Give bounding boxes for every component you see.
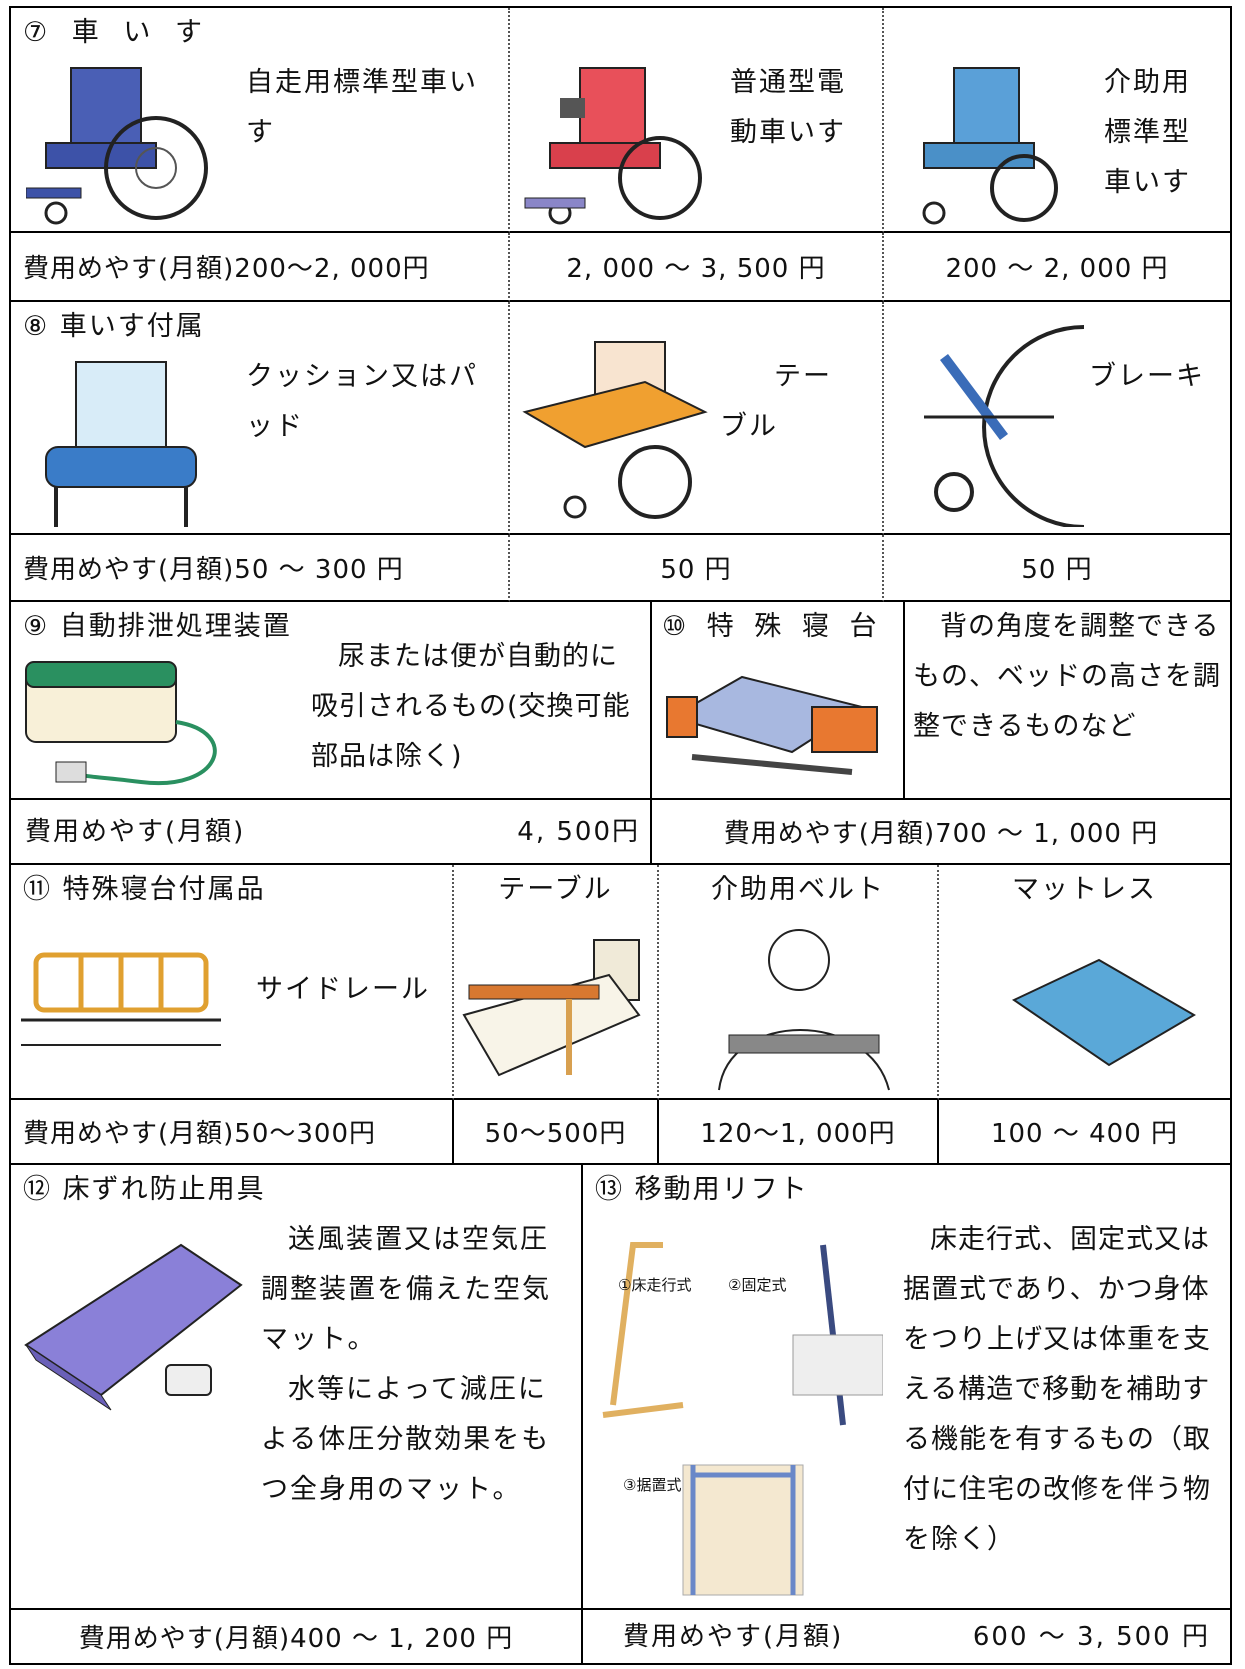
price: 50～500円 bbox=[454, 1100, 659, 1165]
item-name: 介助用ベルト bbox=[711, 874, 885, 905]
image-label: ①床走行式 bbox=[618, 1276, 692, 1294]
item-name: ブレーキ bbox=[1089, 361, 1205, 392]
wheelchair-illustration bbox=[524, 67, 702, 225]
cell: ⑫ 床ずれ防止用具 送風装置又は空気圧調整装置を備えた空気マット。 水等によって… bbox=[11, 1165, 583, 1610]
section-title: ⑩ 特 殊 寝 台 bbox=[662, 611, 883, 642]
item-name: 自走用標準型車いす bbox=[246, 67, 478, 148]
cell: ⑨ 自動排泄処理装置 尿または便が自動的に吸引されるもの(交換可能部品は除く) bbox=[11, 602, 652, 800]
price: 費用めやす(月額)200～2, 000円 bbox=[11, 233, 510, 302]
table-frame bbox=[9, 6, 1232, 1665]
wheelchair-illustration bbox=[922, 67, 1058, 225]
price: 費用めやす(月額)50～300円 bbox=[11, 1100, 454, 1165]
cell: マットレス bbox=[939, 865, 1232, 1100]
cell: 費用めやす(月額) 4, 500円 bbox=[11, 800, 652, 865]
paragraph: 送風装置又は空気圧調整装置を備えた空気マット。 bbox=[261, 1224, 551, 1355]
cell: 費用めやす(月額) 600 ～ 3, 500 円 bbox=[583, 1610, 1232, 1665]
image-label: ②固定式 bbox=[728, 1276, 787, 1294]
section-title: ⑦ 車 い す bbox=[23, 17, 210, 48]
cell: 介助用標準型車いす bbox=[884, 8, 1232, 233]
cushion-illustration bbox=[45, 361, 197, 527]
lift-illustration bbox=[602, 1242, 883, 1596]
item-name: クッション又はパッド bbox=[246, 361, 478, 442]
wheelchair-illustration bbox=[26, 67, 208, 225]
device-illustration bbox=[25, 661, 217, 786]
price: 費用めやす(月額)50 ～ 300 円 bbox=[11, 535, 510, 602]
price-label: 費用めやす(月額) bbox=[25, 817, 246, 847]
price: 4, 500円 bbox=[517, 817, 640, 847]
mattress-illustration bbox=[1011, 958, 1196, 1067]
price: 100 ～ 400 円 bbox=[939, 1100, 1232, 1165]
bed-illustration bbox=[666, 675, 878, 775]
air-mattress-illustration bbox=[24, 1243, 243, 1411]
item-name: テーブル bbox=[720, 361, 832, 442]
paragraph: 水等によって減圧による体圧分散効果をもつ全身用のマット。 bbox=[261, 1374, 551, 1505]
item-name: サイドレール bbox=[256, 974, 430, 1005]
description: 床走行式、固定式又は据置式であり、かつ身体をつり上げ又は体重を支える構造で移動を… bbox=[903, 1224, 1211, 1555]
item-name: 介助用標準型車いす bbox=[1104, 67, 1191, 198]
overbed-table-illustration bbox=[462, 939, 641, 1077]
price: 50 円 bbox=[510, 535, 884, 602]
section-title: ⑬ 移動用リフト bbox=[595, 1174, 809, 1205]
brake-illustration bbox=[924, 325, 1084, 527]
description: 背の角度を調整できるもの、ベッドの高さを調整できるものなど bbox=[913, 611, 1221, 742]
section-title: ⑧ 車いす付属 bbox=[23, 311, 205, 342]
section-title: ⑫ 床ずれ防止用具 bbox=[23, 1174, 266, 1205]
cell: 背の角度を調整できるもの、ベッドの高さを調整できるものなど bbox=[905, 602, 1232, 800]
item-name: テーブル bbox=[498, 874, 613, 905]
cell: ⑪ 特殊寝台付属品 サイドレール bbox=[11, 865, 454, 1100]
price: 費用めやす(月額)400 ～ 1, 200 円 bbox=[11, 1610, 583, 1665]
price-label: 費用めやす(月額) bbox=[623, 1622, 844, 1652]
item-name: マットレス bbox=[1012, 874, 1157, 905]
belt-illustration bbox=[718, 929, 890, 1091]
table-illustration bbox=[522, 341, 708, 519]
price: 600 ～ 3, 500 円 bbox=[972, 1622, 1210, 1652]
section-title: ⑪ 特殊寝台付属品 bbox=[23, 874, 266, 905]
price: 費用めやす(月額)700 ～ 1, 000 円 bbox=[652, 800, 1232, 865]
cell: ⑩ 特 殊 寝 台 bbox=[652, 602, 905, 800]
section-title: ⑨ 自動排泄処理装置 bbox=[23, 611, 292, 642]
price: 120～1, 000円 bbox=[659, 1100, 939, 1165]
cell: 介助用ベルト bbox=[659, 865, 939, 1100]
cell: テーブル bbox=[510, 302, 884, 535]
price: 50 円 bbox=[884, 535, 1232, 602]
cell: 普通型電動車いす bbox=[510, 8, 884, 233]
cell: ⑦ 車 い す 自走用標準型車いす bbox=[11, 8, 510, 233]
cell: テーブル bbox=[454, 865, 659, 1100]
cell: ⑬ 移動用リフト ①床走行式 ②固定式 ③据置式 床走行式、固定式又は据置式であ… bbox=[583, 1165, 1232, 1610]
item-name: 普通型電動車いす bbox=[730, 67, 846, 148]
cell: ブレーキ bbox=[884, 302, 1232, 535]
price: 200 ～ 2, 000 円 bbox=[884, 233, 1232, 302]
image-label: ③据置式 bbox=[623, 1476, 682, 1494]
cell: ⑧ 車いす付属 クッション又はパッド bbox=[11, 302, 510, 535]
description: 尿または便が自動的に吸引されるもの(交換可能部品は除く) bbox=[311, 641, 631, 772]
price: 2, 000 ～ 3, 500 円 bbox=[510, 233, 884, 302]
siderail-illustration bbox=[21, 952, 221, 1046]
